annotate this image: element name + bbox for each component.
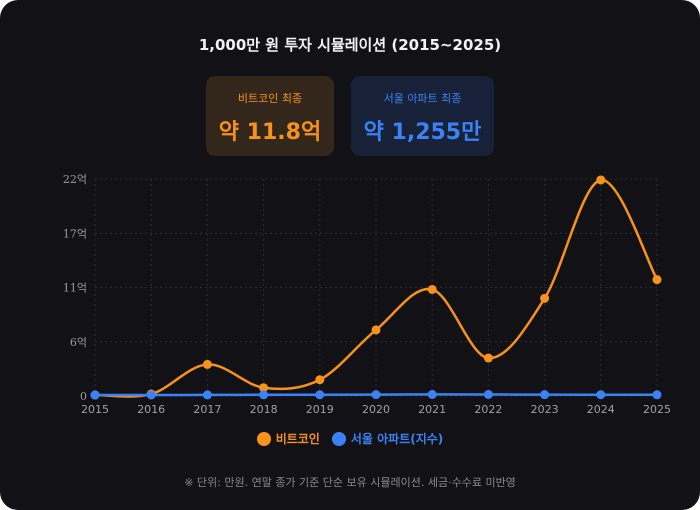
x-tick-label: 2023 xyxy=(531,403,559,416)
data-point-apartment xyxy=(596,390,606,400)
data-point-bitcoin xyxy=(259,383,269,393)
y-tick-label: 17억 xyxy=(63,227,87,240)
data-point-bitcoin xyxy=(652,275,662,285)
x-tick-label: 2017 xyxy=(193,403,221,416)
x-tick-label: 2015 xyxy=(81,403,109,416)
data-point-apartment xyxy=(652,390,662,400)
chart-title: 1,000만 원 투자 시뮬레이션 (2015~2025) xyxy=(198,36,502,54)
apartment-final-label: 서울 아파트 최종 xyxy=(383,92,462,105)
data-point-bitcoin xyxy=(202,359,212,369)
y-tick-label: 22억 xyxy=(63,173,87,186)
y-tick-label: 0 xyxy=(80,390,87,403)
legend-item-apartment[interactable]: 서울 아파트(지수) xyxy=(331,430,444,447)
data-point-apartment xyxy=(90,390,100,400)
data-point-bitcoin xyxy=(371,325,381,335)
x-tick-label: 2024 xyxy=(587,403,615,416)
legend: 비트코인 서울 아파트(지수) xyxy=(0,430,700,447)
bitcoin-final-stat: 비트코인 최종 약 11.8억 xyxy=(206,76,334,156)
data-point-apartment xyxy=(146,390,156,400)
data-point-apartment xyxy=(540,390,550,400)
apartment-final-value: 약 1,255만 xyxy=(363,120,482,145)
footnote: ※ 단위: 만원. 연말 종가 기준 단순 보유 시뮬레이션. 세금·수수료 미… xyxy=(184,476,516,489)
apartment-final-stat: 서울 아파트 최종 약 1,255만 xyxy=(351,76,494,156)
data-point-bitcoin xyxy=(483,353,493,363)
bitcoin-final-label: 비트코인 최종 xyxy=(237,92,303,105)
legend-marker-apartment xyxy=(331,431,346,446)
data-point-bitcoin xyxy=(596,175,606,185)
legend-marker-bitcoin xyxy=(256,431,271,446)
data-point-apartment xyxy=(202,390,212,400)
x-tick-label: 2022 xyxy=(474,403,502,416)
legend-label-bitcoin: 비트코인 xyxy=(275,432,320,446)
x-tick-label: 2016 xyxy=(137,403,165,416)
legend-item-bitcoin[interactable]: 비트코인 xyxy=(256,430,320,447)
x-tick-label: 2019 xyxy=(306,403,334,416)
data-point-bitcoin xyxy=(540,293,550,303)
data-point-apartment xyxy=(427,389,437,399)
x-tick-label: 2025 xyxy=(643,403,671,416)
legend-label-apartment: 서울 아파트(지수) xyxy=(350,432,444,446)
data-point-apartment xyxy=(371,390,381,400)
y-tick-label: 6억 xyxy=(70,336,87,349)
x-tick-label: 2021 xyxy=(418,403,446,416)
x-tick-label: 2018 xyxy=(250,403,278,416)
data-point-apartment xyxy=(483,389,493,399)
data-point-apartment xyxy=(315,390,325,400)
data-point-apartment xyxy=(259,390,269,400)
bitcoin-final-value: 약 11.8억 xyxy=(218,120,322,145)
x-tick-label: 2020 xyxy=(362,403,390,416)
data-point-bitcoin xyxy=(427,284,437,294)
y-tick-label: 11억 xyxy=(63,282,87,295)
data-point-bitcoin xyxy=(315,375,325,385)
